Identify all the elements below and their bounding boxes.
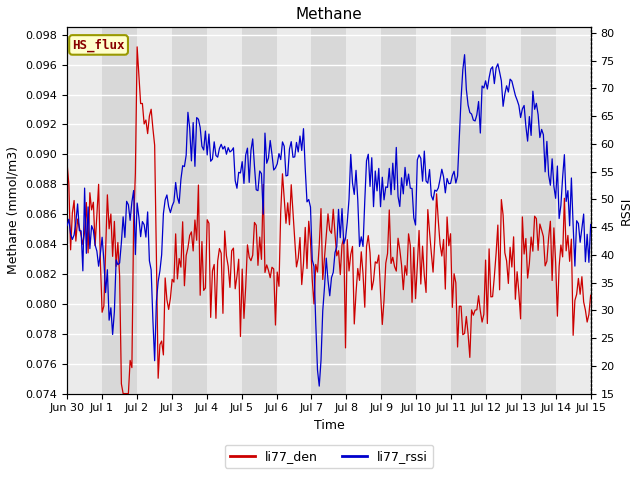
Bar <box>451 27 486 394</box>
Title: Methane: Methane <box>296 7 362 22</box>
Bar <box>591 27 625 394</box>
Bar <box>172 27 207 394</box>
Bar <box>346 27 381 394</box>
Y-axis label: Methane (mmol/m3): Methane (mmol/m3) <box>7 146 20 275</box>
Bar <box>207 27 242 394</box>
Y-axis label: RSSI: RSSI <box>620 196 633 225</box>
Bar <box>312 27 346 394</box>
Bar <box>242 27 276 394</box>
Bar <box>137 27 172 394</box>
Bar <box>67 27 102 394</box>
Bar <box>276 27 312 394</box>
Bar <box>521 27 556 394</box>
Bar <box>381 27 416 394</box>
Bar <box>556 27 591 394</box>
Legend: li77_den, li77_rssi: li77_den, li77_rssi <box>225 445 433 468</box>
Bar <box>102 27 137 394</box>
Text: HS_flux: HS_flux <box>72 38 125 51</box>
Bar <box>416 27 451 394</box>
Bar <box>486 27 521 394</box>
X-axis label: Time: Time <box>314 419 344 432</box>
